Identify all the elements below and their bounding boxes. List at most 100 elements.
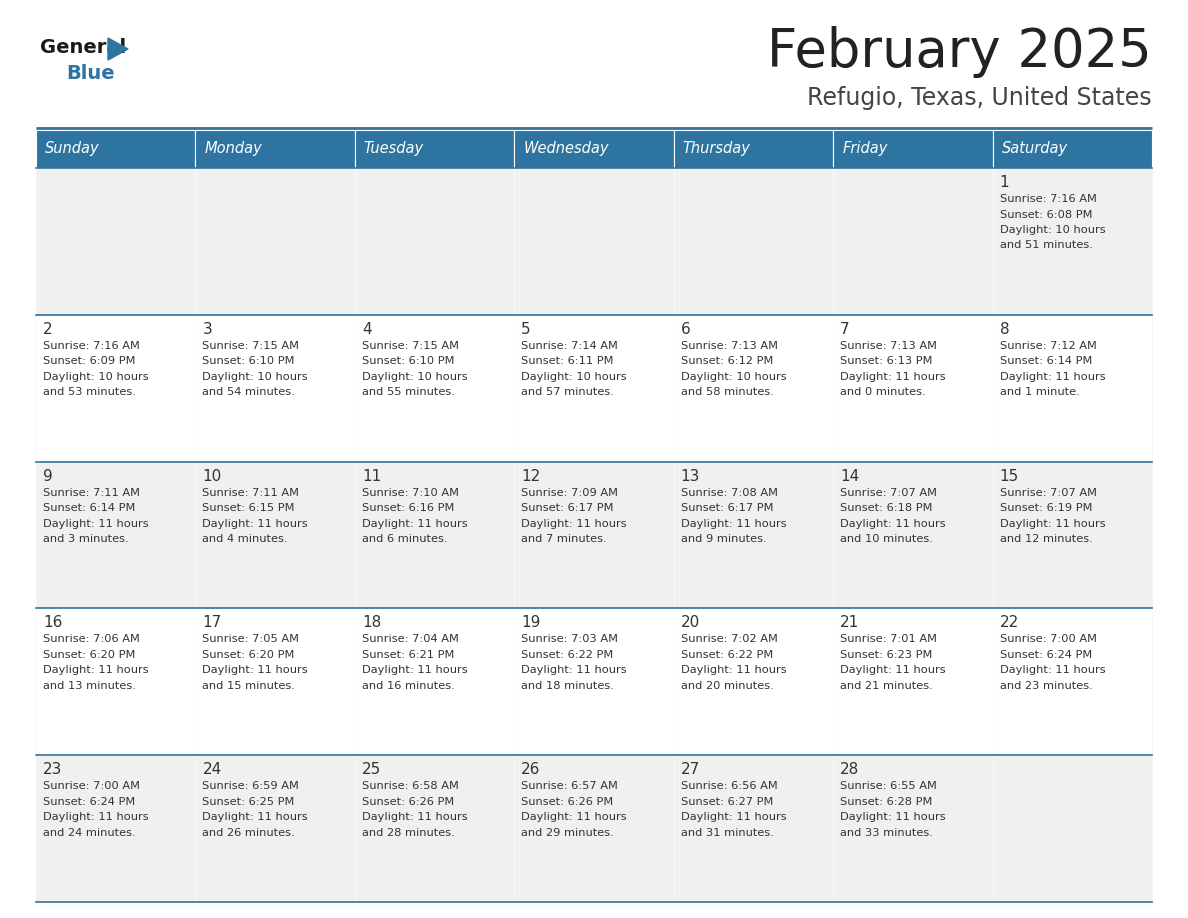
Text: Sunset: 6:16 PM: Sunset: 6:16 PM xyxy=(362,503,454,513)
Text: Friday: Friday xyxy=(842,141,887,156)
Bar xyxy=(514,130,674,168)
Text: Sunrise: 7:15 AM: Sunrise: 7:15 AM xyxy=(362,341,459,351)
Bar xyxy=(514,168,674,315)
Text: Sunrise: 7:11 AM: Sunrise: 7:11 AM xyxy=(202,487,299,498)
Text: and 24 minutes.: and 24 minutes. xyxy=(43,828,135,838)
Text: Sunrise: 7:12 AM: Sunrise: 7:12 AM xyxy=(999,341,1097,351)
Text: 28: 28 xyxy=(840,762,859,778)
Text: Sunset: 6:23 PM: Sunset: 6:23 PM xyxy=(840,650,933,660)
Text: 18: 18 xyxy=(362,615,381,631)
Text: Daylight: 11 hours: Daylight: 11 hours xyxy=(522,666,627,676)
Text: 23: 23 xyxy=(43,762,63,778)
Text: Daylight: 11 hours: Daylight: 11 hours xyxy=(43,519,148,529)
Text: and 9 minutes.: and 9 minutes. xyxy=(681,534,766,544)
Text: 17: 17 xyxy=(202,615,222,631)
Text: Sunrise: 6:59 AM: Sunrise: 6:59 AM xyxy=(202,781,299,791)
Text: and 16 minutes.: and 16 minutes. xyxy=(362,681,455,691)
Bar xyxy=(355,168,514,315)
Text: Daylight: 11 hours: Daylight: 11 hours xyxy=(43,666,148,676)
Text: and 1 minute.: and 1 minute. xyxy=(999,387,1080,397)
Text: Sunrise: 7:09 AM: Sunrise: 7:09 AM xyxy=(522,487,618,498)
Bar xyxy=(833,130,992,168)
Text: 4: 4 xyxy=(362,322,372,337)
Bar xyxy=(992,130,1152,168)
Bar xyxy=(674,756,833,902)
Text: Sunset: 6:19 PM: Sunset: 6:19 PM xyxy=(999,503,1092,513)
Text: and 13 minutes.: and 13 minutes. xyxy=(43,681,135,691)
Text: 15: 15 xyxy=(999,468,1019,484)
Text: Sunset: 6:11 PM: Sunset: 6:11 PM xyxy=(522,356,614,366)
Text: and 54 minutes.: and 54 minutes. xyxy=(202,387,295,397)
Text: Sunset: 6:21 PM: Sunset: 6:21 PM xyxy=(362,650,454,660)
Text: 12: 12 xyxy=(522,468,541,484)
Text: Sunday: Sunday xyxy=(45,141,100,156)
Bar xyxy=(355,130,514,168)
Text: and 55 minutes.: and 55 minutes. xyxy=(362,387,455,397)
Text: Sunset: 6:18 PM: Sunset: 6:18 PM xyxy=(840,503,933,513)
Text: and 57 minutes.: and 57 minutes. xyxy=(522,387,614,397)
Text: and 21 minutes.: and 21 minutes. xyxy=(840,681,933,691)
Text: Thursday: Thursday xyxy=(683,141,751,156)
Text: February 2025: February 2025 xyxy=(767,26,1152,78)
Text: 7: 7 xyxy=(840,322,849,337)
Bar xyxy=(196,168,355,315)
Text: and 23 minutes.: and 23 minutes. xyxy=(999,681,1092,691)
Bar xyxy=(833,756,992,902)
Bar xyxy=(355,756,514,902)
Text: Daylight: 11 hours: Daylight: 11 hours xyxy=(681,812,786,823)
Bar xyxy=(36,130,196,168)
Text: Daylight: 11 hours: Daylight: 11 hours xyxy=(522,519,627,529)
Text: Daylight: 11 hours: Daylight: 11 hours xyxy=(202,666,308,676)
Text: 2: 2 xyxy=(43,322,52,337)
Text: Sunrise: 7:03 AM: Sunrise: 7:03 AM xyxy=(522,634,618,644)
Text: Sunset: 6:24 PM: Sunset: 6:24 PM xyxy=(999,650,1092,660)
Text: Daylight: 10 hours: Daylight: 10 hours xyxy=(522,372,627,382)
Text: Sunset: 6:08 PM: Sunset: 6:08 PM xyxy=(999,209,1092,219)
Bar xyxy=(674,609,833,756)
Text: 25: 25 xyxy=(362,762,381,778)
Text: Sunset: 6:22 PM: Sunset: 6:22 PM xyxy=(681,650,773,660)
Bar xyxy=(36,462,196,609)
Bar xyxy=(355,609,514,756)
Text: Sunrise: 7:06 AM: Sunrise: 7:06 AM xyxy=(43,634,140,644)
Text: Daylight: 10 hours: Daylight: 10 hours xyxy=(43,372,148,382)
Bar xyxy=(674,462,833,609)
Polygon shape xyxy=(108,38,128,60)
Text: Wednesday: Wednesday xyxy=(523,141,608,156)
Bar xyxy=(674,168,833,315)
Text: and 18 minutes.: and 18 minutes. xyxy=(522,681,614,691)
Text: Sunset: 6:25 PM: Sunset: 6:25 PM xyxy=(202,797,295,807)
Text: and 53 minutes.: and 53 minutes. xyxy=(43,387,135,397)
Text: Sunset: 6:10 PM: Sunset: 6:10 PM xyxy=(362,356,454,366)
Text: 26: 26 xyxy=(522,762,541,778)
Text: 24: 24 xyxy=(202,762,222,778)
Text: and 6 minutes.: and 6 minutes. xyxy=(362,534,448,544)
Text: Sunset: 6:28 PM: Sunset: 6:28 PM xyxy=(840,797,933,807)
Bar xyxy=(196,609,355,756)
Text: and 3 minutes.: and 3 minutes. xyxy=(43,534,128,544)
Text: and 7 minutes.: and 7 minutes. xyxy=(522,534,607,544)
Text: 8: 8 xyxy=(999,322,1009,337)
Bar xyxy=(196,756,355,902)
Text: and 4 minutes.: and 4 minutes. xyxy=(202,534,287,544)
Text: Daylight: 11 hours: Daylight: 11 hours xyxy=(999,666,1105,676)
Text: Sunrise: 7:16 AM: Sunrise: 7:16 AM xyxy=(999,194,1097,204)
Text: Sunset: 6:10 PM: Sunset: 6:10 PM xyxy=(202,356,295,366)
Text: Sunrise: 7:10 AM: Sunrise: 7:10 AM xyxy=(362,487,459,498)
Bar xyxy=(514,315,674,462)
Text: 5: 5 xyxy=(522,322,531,337)
Text: Sunrise: 7:11 AM: Sunrise: 7:11 AM xyxy=(43,487,140,498)
Text: Monday: Monday xyxy=(204,141,263,156)
Text: Sunrise: 7:14 AM: Sunrise: 7:14 AM xyxy=(522,341,618,351)
Text: Sunset: 6:20 PM: Sunset: 6:20 PM xyxy=(43,650,135,660)
Text: Daylight: 11 hours: Daylight: 11 hours xyxy=(840,812,946,823)
Text: Sunset: 6:26 PM: Sunset: 6:26 PM xyxy=(362,797,454,807)
Text: Sunrise: 7:07 AM: Sunrise: 7:07 AM xyxy=(999,487,1097,498)
Bar xyxy=(833,315,992,462)
Text: Daylight: 11 hours: Daylight: 11 hours xyxy=(681,519,786,529)
Text: Sunrise: 7:04 AM: Sunrise: 7:04 AM xyxy=(362,634,459,644)
Text: Sunset: 6:13 PM: Sunset: 6:13 PM xyxy=(840,356,933,366)
Bar xyxy=(514,609,674,756)
Text: Daylight: 11 hours: Daylight: 11 hours xyxy=(999,519,1105,529)
Bar xyxy=(833,462,992,609)
